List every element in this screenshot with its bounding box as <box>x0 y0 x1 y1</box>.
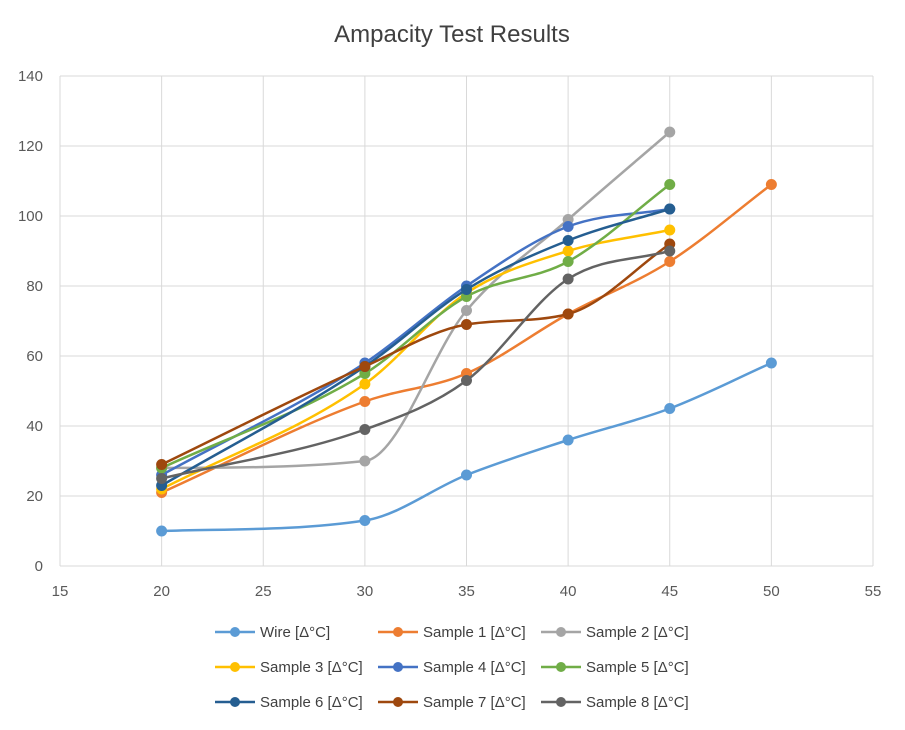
data-point <box>156 473 168 484</box>
legend-marker <box>230 697 240 707</box>
data-point <box>664 403 676 414</box>
legend-entry: Sample 1 [Δ°C] <box>378 624 526 641</box>
data-point <box>359 378 371 390</box>
legend-entry: Sample 3 [Δ°C] <box>215 659 363 676</box>
legend-entry: Sample 2 [Δ°C] <box>541 624 689 641</box>
x-tick-label: 20 <box>153 583 170 600</box>
data-point <box>156 525 168 537</box>
legend-entry: Sample 5 [Δ°C] <box>541 659 689 676</box>
series-line <box>160 183 671 470</box>
data-point <box>664 224 676 236</box>
data-point <box>562 308 574 320</box>
series-line <box>160 249 671 480</box>
data-point <box>156 459 168 470</box>
legend-marker <box>393 627 403 637</box>
legend-entry: Wire [Δ°C] <box>215 624 330 641</box>
legend-marker <box>230 627 240 637</box>
legend-label: Sample 4 [Δ°C] <box>423 659 526 676</box>
data-point <box>664 126 676 138</box>
data-point <box>664 245 676 257</box>
legend-marker <box>393 662 403 672</box>
legend-marker <box>230 662 240 672</box>
legend-marker <box>556 627 566 637</box>
data-point <box>461 469 472 481</box>
y-tick-label: 60 <box>26 348 43 365</box>
data-point <box>562 256 574 267</box>
data-point <box>461 319 472 330</box>
x-tick-label: 45 <box>661 583 678 600</box>
data-point <box>562 245 574 257</box>
legend-entry: Sample 6 [Δ°C] <box>215 694 363 711</box>
y-tick-label: 120 <box>18 138 43 155</box>
legend-entry: Sample 4 [Δ°C] <box>378 659 526 676</box>
y-tick-label: 80 <box>26 278 43 295</box>
data-point <box>664 179 676 190</box>
legend-label: Sample 3 [Δ°C] <box>260 659 363 676</box>
data-point <box>359 455 371 467</box>
data-point <box>562 273 574 285</box>
data-point <box>664 256 676 267</box>
legend-label: Sample 8 [Δ°C] <box>586 694 689 711</box>
legend-marker <box>393 697 403 707</box>
series-6 <box>156 203 676 491</box>
x-tick-label: 50 <box>763 583 780 600</box>
data-point <box>461 284 472 295</box>
y-tick-label: 20 <box>26 488 43 505</box>
data-point <box>765 179 777 190</box>
series-line <box>160 183 773 494</box>
axis-tick-labels: 0 20 40 60 80 100 120 140 15 20 25 30 35 40 45 50 55 <box>18 68 881 600</box>
legend-marker <box>556 662 566 672</box>
y-tick-label: 40 <box>26 418 43 435</box>
legend-entry: Sample 8 [Δ°C] <box>541 694 689 711</box>
legend-label: Sample 7 [Δ°C] <box>423 694 526 711</box>
data-point <box>664 203 676 215</box>
series-line <box>160 130 671 470</box>
series-line <box>160 228 671 491</box>
legend-label: Sample 6 [Δ°C] <box>260 694 363 711</box>
series-layer <box>156 126 777 537</box>
x-tick-label: 30 <box>357 583 374 600</box>
data-point <box>359 361 371 372</box>
legend-label: Sample 2 [Δ°C] <box>586 624 689 641</box>
series-line <box>160 207 671 487</box>
legend-label: Wire [Δ°C] <box>260 624 330 641</box>
y-tick-label: 100 <box>18 208 43 225</box>
series-line <box>160 207 671 477</box>
data-point <box>562 221 574 232</box>
data-point <box>765 357 777 369</box>
x-tick-label: 55 <box>865 583 882 600</box>
legend-entry: Sample 7 [Δ°C] <box>378 694 526 711</box>
data-point <box>461 375 472 386</box>
y-tick-label: 140 <box>18 68 43 85</box>
data-point <box>562 235 574 246</box>
series-7 <box>156 238 676 470</box>
data-point <box>562 434 574 446</box>
series-line <box>160 242 671 466</box>
data-point <box>359 396 371 407</box>
x-tick-label: 15 <box>52 583 69 600</box>
data-point <box>359 515 371 526</box>
y-tick-label: 0 <box>35 558 43 575</box>
data-point <box>461 305 472 316</box>
series-0 <box>156 357 777 537</box>
x-tick-label: 40 <box>560 583 577 600</box>
x-tick-label: 25 <box>255 583 272 600</box>
legend-label: Sample 5 [Δ°C] <box>586 659 689 676</box>
legend-label: Sample 1 [Δ°C] <box>423 624 526 641</box>
data-point <box>359 424 371 435</box>
chart-title: Ampacity Test Results <box>334 21 570 48</box>
legend-marker <box>556 697 566 707</box>
series-8 <box>156 245 676 484</box>
legend: Wire [Δ°C] Sample 1 [Δ°C] Sample 2 [Δ°C] Sa… <box>215 624 689 711</box>
x-tick-label: 35 <box>458 583 475 600</box>
